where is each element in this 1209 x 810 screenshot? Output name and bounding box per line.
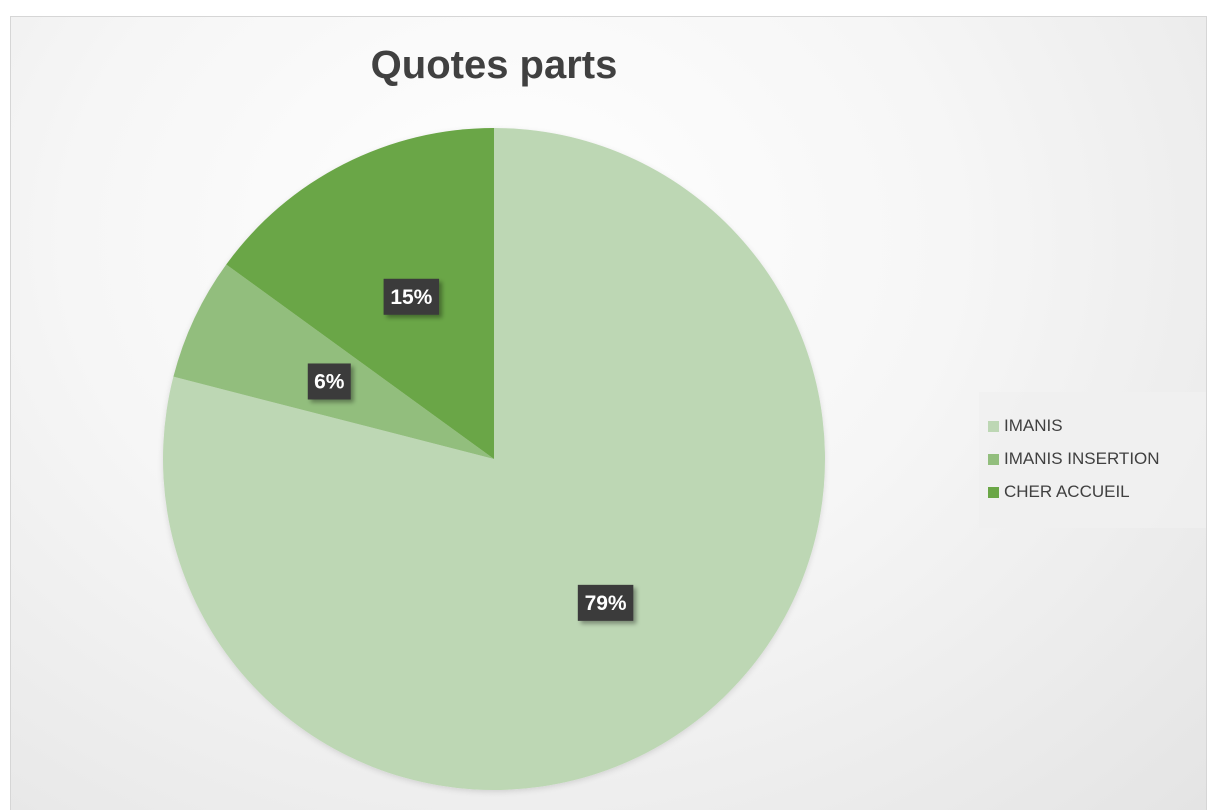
data-label-box [383, 278, 440, 315]
legend-swatch [988, 420, 999, 432]
data-label-imanis: 79% [577, 584, 634, 621]
legend-item-cher-accueil: CHER ACCUEIL [988, 482, 1130, 502]
legend-label: CHER ACCUEIL [1004, 482, 1130, 501]
data-label-text: 79% [585, 592, 627, 615]
data-label-imanis-insertion: 6% [307, 363, 351, 400]
data-label-box [577, 584, 634, 621]
legend-label: IMANIS INSERTION [1004, 449, 1160, 468]
legend-label: IMANIS [1004, 416, 1063, 435]
chart-area: Quotes parts 79% 6% 15% IMANIS IMANIS INSE… [10, 16, 1207, 810]
pie-slice-imanis [162, 128, 825, 790]
pie-slice-cher-accueil [226, 128, 494, 459]
legend: IMANIS IMANIS INSERTION CHER ACCUEIL [979, 392, 1206, 528]
legend-swatch [988, 486, 999, 498]
data-label-cher-accueil: 15% [383, 278, 440, 315]
pie-chart: 79% 6% 15% [162, 128, 825, 790]
data-label-text: 15% [390, 286, 432, 309]
legend-swatch [988, 453, 999, 465]
legend-item-imanis: IMANIS [988, 416, 1063, 436]
data-label-box [307, 363, 351, 400]
legend-item-imanis-insertion: IMANIS INSERTION [988, 449, 1160, 469]
chart-title: Quotes parts [370, 43, 618, 87]
data-label-text: 6% [314, 370, 345, 393]
pie-slice-imanis-insertion [173, 264, 494, 459]
